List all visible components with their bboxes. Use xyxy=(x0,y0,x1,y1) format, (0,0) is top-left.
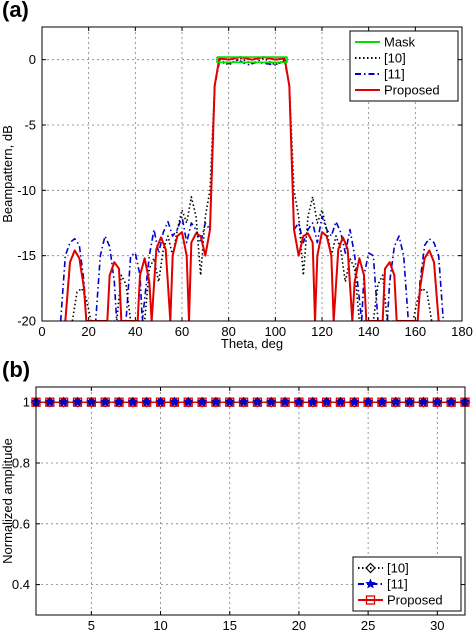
data-point-11 xyxy=(390,396,402,407)
data-point-11 xyxy=(404,396,416,407)
data-point-11 xyxy=(72,396,83,407)
y-tick-label: -15 xyxy=(17,248,36,263)
data-point-11 xyxy=(224,396,236,407)
y-tick-label: 0 xyxy=(29,52,36,67)
data-point-11 xyxy=(168,396,180,407)
legend-label-mask: Mask xyxy=(384,35,416,50)
legend-label-11: [11] xyxy=(387,577,408,592)
data-point-11 xyxy=(362,396,374,407)
x-tick-label: 160 xyxy=(404,324,426,339)
legend-marker-10 xyxy=(365,562,376,574)
x-tick-label: 180 xyxy=(451,324,473,339)
data-point-11 xyxy=(321,396,333,407)
data-point-11 xyxy=(265,396,277,407)
x-tick-label: 15 xyxy=(223,618,237,632)
x-tick-label: 40 xyxy=(128,324,142,339)
y-tick-label: -5 xyxy=(24,118,36,133)
data-point-11 xyxy=(252,396,263,407)
y-axis-label: Beampattern, dB xyxy=(0,125,15,223)
panel-b-chart: (b) 5 10 15 20 25 30 0.4 0.6 0.8 1 Antenna index Nor… xyxy=(0,357,471,632)
legend-label-10: [10] xyxy=(387,561,409,576)
x-axis-label: Antenna index xyxy=(209,630,293,632)
y-tick-label: -20 xyxy=(17,314,36,329)
legend-marker-11 xyxy=(365,578,376,589)
y-tick-label: 0.8 xyxy=(12,456,30,471)
x-tick-label: 120 xyxy=(311,324,333,339)
series-line-mask xyxy=(216,56,288,64)
x-axis-label: Theta, deg xyxy=(221,336,283,351)
y-axis-label: Normalized amplitude xyxy=(0,438,15,564)
legend-label-11: [11] xyxy=(384,67,405,82)
data-point-11 xyxy=(418,396,429,407)
plot-frame xyxy=(35,386,466,616)
x-tick-label: 140 xyxy=(358,324,380,339)
data-point-11 xyxy=(210,396,222,407)
data-point-11 xyxy=(99,396,111,407)
x-tick-label: 20 xyxy=(81,324,95,339)
x-tick-label: 0 xyxy=(38,324,45,339)
data-point-11 xyxy=(127,396,139,407)
y-tick-label: 0.4 xyxy=(12,577,30,592)
x-tick-label: 25 xyxy=(361,618,375,632)
data-point-11 xyxy=(348,396,360,407)
data-point-11 xyxy=(238,396,249,407)
data-point-11 xyxy=(58,396,70,407)
data-point-11 xyxy=(335,396,346,407)
x-tick-label: 20 xyxy=(292,618,306,632)
data-point-11 xyxy=(182,396,194,407)
x-tick-label: 10 xyxy=(153,618,167,632)
data-point-11 xyxy=(44,396,56,407)
data-point-11 xyxy=(376,396,388,407)
y-tick-label: -10 xyxy=(17,183,36,198)
x-tick-label: 60 xyxy=(175,324,189,339)
data-point-11 xyxy=(445,396,457,407)
data-point-11 xyxy=(196,396,208,407)
data-point-11 xyxy=(141,396,153,407)
data-point-11 xyxy=(431,396,443,407)
data-point-11 xyxy=(85,396,97,407)
data-point-11 xyxy=(113,396,125,407)
series-line-10 xyxy=(71,57,433,321)
data-point-11 xyxy=(155,396,166,407)
panel-label: (b) xyxy=(2,357,30,382)
data-point-11 xyxy=(307,396,319,407)
x-tick-label: 5 xyxy=(88,618,95,632)
legend-label-proposed: Proposed xyxy=(384,83,440,98)
x-tick-label: 100 xyxy=(264,324,286,339)
legend-label-proposed: Proposed xyxy=(387,593,443,608)
series-line-proposed xyxy=(64,56,440,321)
x-tick-label: 30 xyxy=(430,618,444,632)
y-tick-label: 1 xyxy=(23,395,30,410)
panel-label: (a) xyxy=(2,0,29,22)
legend-label-10: [10] xyxy=(384,51,406,66)
panel-a-chart: (a) 0 20 40 60 80 100 120 140 160 180 0 -5 -10 -15 -20 T… xyxy=(0,0,473,351)
data-point-11 xyxy=(293,396,305,407)
x-tick-label: 80 xyxy=(221,324,235,339)
legend-marker-proposed xyxy=(365,595,376,605)
y-tick-label: 0.6 xyxy=(12,516,30,531)
data-point-11 xyxy=(279,396,291,407)
plot-frame xyxy=(41,26,463,322)
